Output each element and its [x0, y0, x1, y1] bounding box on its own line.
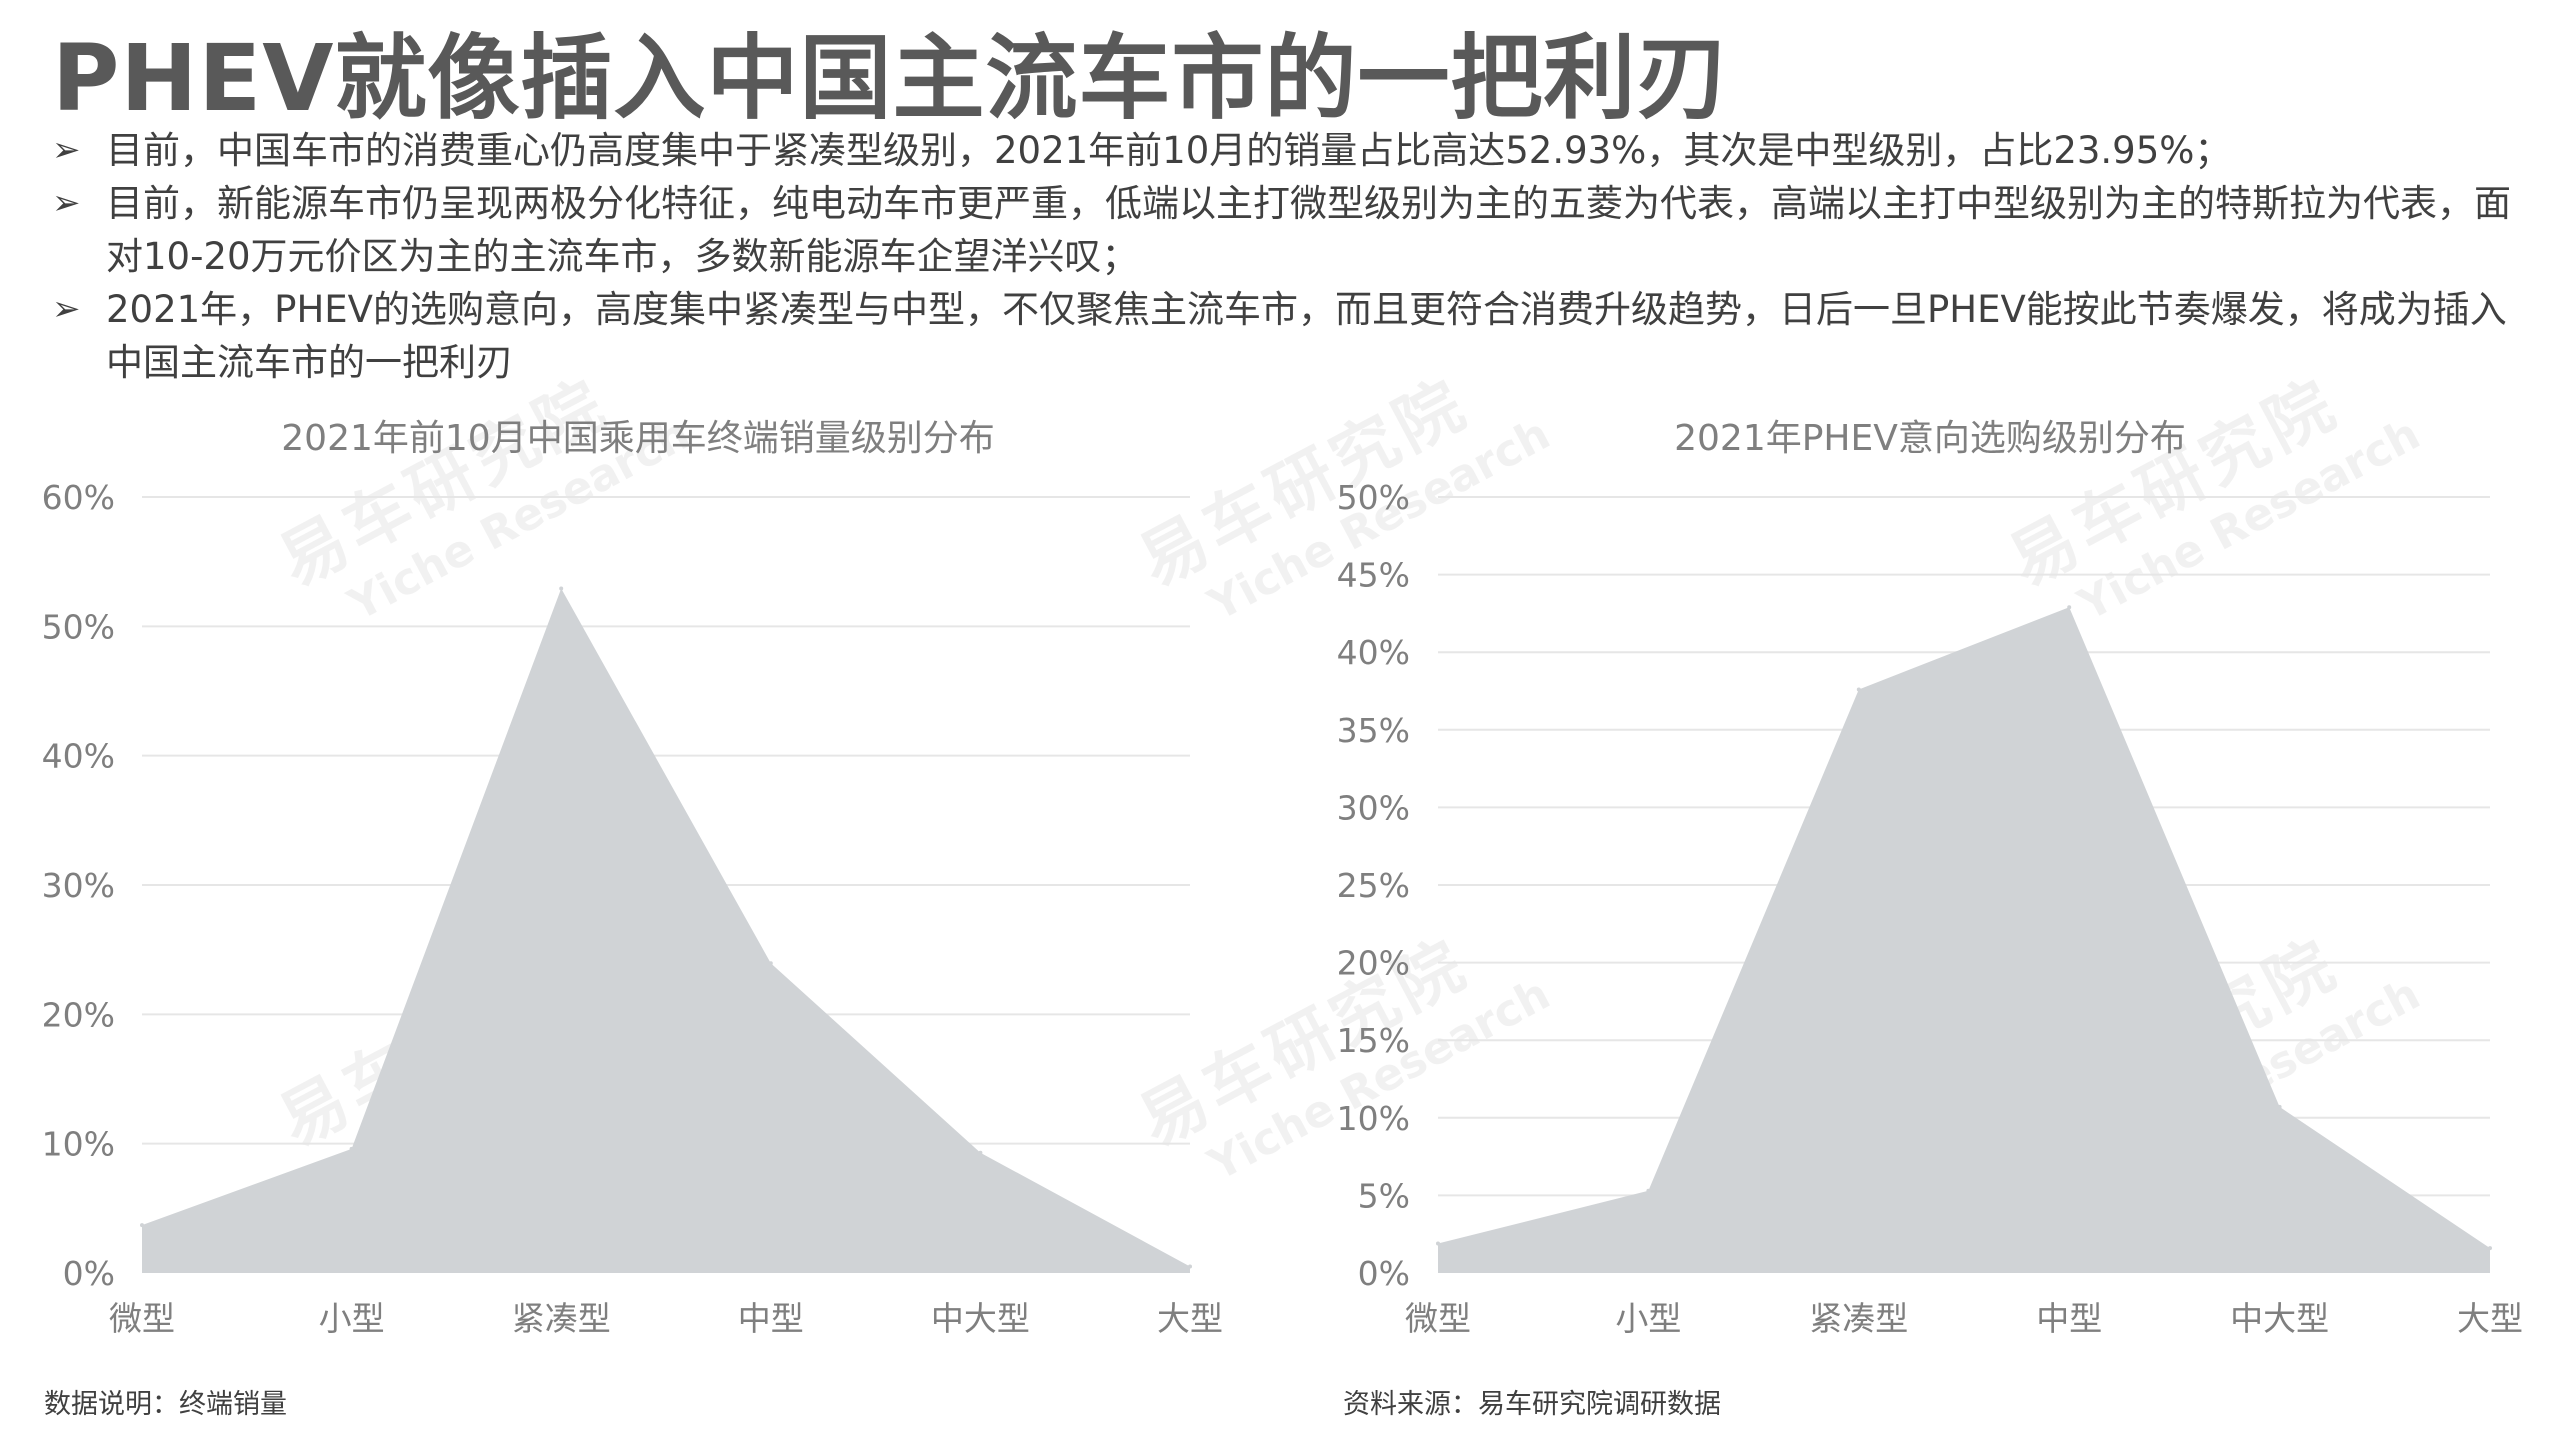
- y-tick-label: 0%: [63, 1254, 115, 1293]
- x-category-label: 微型: [1405, 1299, 1471, 1338]
- y-tick-label: 40%: [1337, 633, 1410, 672]
- data-point: [140, 1223, 144, 1228]
- data-point: [978, 1150, 983, 1155]
- data-point: [1188, 1264, 1192, 1269]
- x-category-label: 小型: [1615, 1299, 1681, 1338]
- arrow-bullet-icon: ➢: [52, 183, 81, 223]
- bullet-list: ➢ 目前，中国车市的消费重心仍高度集中于紧凑型级别，2021年前10月的销量占比…: [52, 124, 2512, 389]
- x-category-label: 中型: [738, 1299, 804, 1338]
- bullet-text: 目前，中国车市的消费重心仍高度集中于紧凑型级别，2021年前10月的销量占比高达…: [106, 129, 2232, 172]
- y-tick-label: 25%: [1337, 866, 1410, 905]
- area-series: [1438, 607, 2490, 1273]
- bullet-item: ➢ 2021年，PHEV的选购意向，高度集中紧凑型与中型，不仅聚焦主流车市，而且…: [52, 283, 2512, 389]
- y-tick-label: 50%: [42, 607, 115, 646]
- y-tick-label: 45%: [1337, 556, 1410, 595]
- bullet-item: ➢ 目前，新能源车市仍呈现两极分化特征，纯电动车市更严重，低端以主打微型级别为主…: [52, 177, 2512, 283]
- y-tick-label: 15%: [1337, 1021, 1410, 1060]
- x-category-label: 中型: [2036, 1299, 2102, 1338]
- y-tick-label: 20%: [1337, 944, 1410, 983]
- y-tick-label: 5%: [1358, 1176, 1410, 1215]
- data-point: [2277, 1104, 2282, 1109]
- y-tick-label: 30%: [1337, 788, 1410, 827]
- data-point: [2067, 605, 2072, 610]
- data-point: [1646, 1188, 1651, 1193]
- data-point: [349, 1146, 354, 1151]
- x-category-label: 中大型: [931, 1299, 1030, 1338]
- data-point: [768, 961, 773, 966]
- page-title: PHEV就像插入中国主流车市的一把利刃: [52, 25, 1730, 132]
- x-category-label: 大型: [1157, 1299, 1223, 1338]
- x-category-label: 大型: [2457, 1299, 2523, 1338]
- chart-title: 2021年PHEV意向选购级别分布: [1674, 418, 2186, 459]
- data-note: 数据说明：终端销量: [44, 1389, 287, 1420]
- x-category-label: 紧凑型: [512, 1299, 611, 1338]
- x-category-label: 中大型: [2230, 1299, 2329, 1338]
- data-point: [559, 586, 564, 591]
- source-note: 资料来源：易车研究院调研数据: [1343, 1389, 1721, 1420]
- bullet-item: ➢ 目前，中国车市的消费重心仍高度集中于紧凑型级别，2021年前10月的销量占比…: [52, 124, 2512, 177]
- y-tick-label: 10%: [1337, 1099, 1410, 1138]
- y-tick-label: 35%: [1337, 711, 1410, 750]
- y-tick-label: 20%: [42, 995, 115, 1034]
- data-point: [1436, 1241, 1440, 1246]
- chart-title: 2021年前10月中国乘用车终端销量级别分布: [281, 418, 994, 459]
- area-series: [142, 588, 1190, 1273]
- arrow-bullet-icon: ➢: [52, 130, 81, 170]
- y-tick-label: 50%: [1337, 478, 1410, 517]
- x-category-label: 小型: [319, 1299, 385, 1338]
- bullet-text: 目前，新能源车市仍呈现两极分化特征，纯电动车市更严重，低端以主打微型级别为主的五…: [106, 182, 2511, 278]
- y-tick-label: 30%: [42, 866, 115, 905]
- bullet-text: 2021年，PHEV的选购意向，高度集中紧凑型与中型，不仅聚焦主流车市，而且更符…: [106, 288, 2507, 384]
- data-point: [2488, 1246, 2492, 1251]
- x-category-label: 微型: [109, 1299, 175, 1338]
- y-tick-label: 0%: [1358, 1254, 1410, 1293]
- y-tick-label: 60%: [42, 478, 115, 517]
- data-point: [1856, 687, 1861, 692]
- x-category-label: 紧凑型: [1809, 1299, 1908, 1338]
- y-tick-label: 10%: [42, 1125, 115, 1164]
- y-tick-label: 40%: [42, 737, 115, 776]
- arrow-bullet-icon: ➢: [52, 289, 81, 329]
